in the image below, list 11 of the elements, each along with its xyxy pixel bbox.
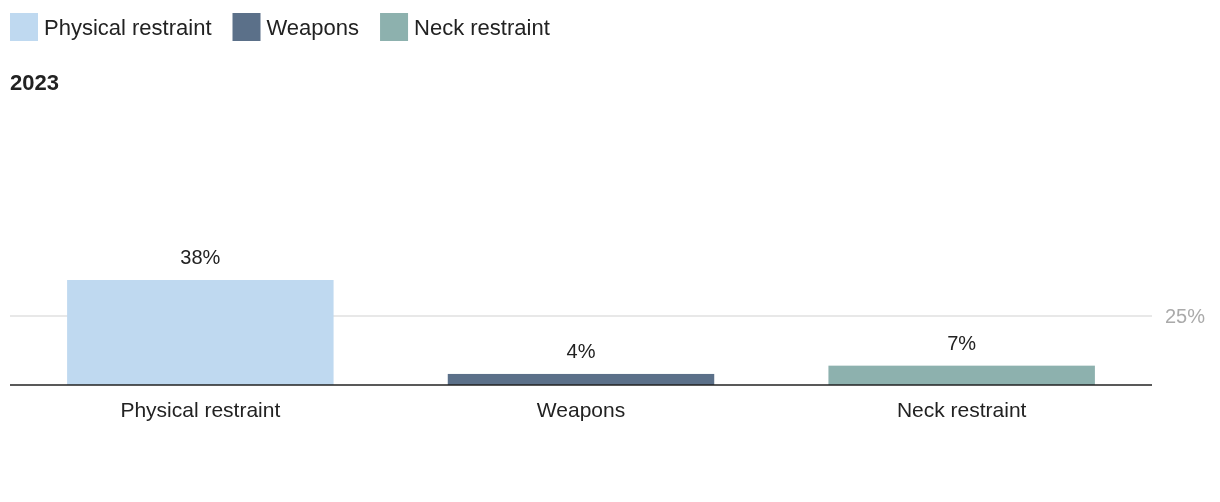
chart-title: 2023 bbox=[10, 70, 59, 95]
data-label: 4% bbox=[566, 339, 596, 362]
x-tick-label: Neck restraint bbox=[896, 398, 1027, 421]
x-tick-label: Physical restraint bbox=[120, 398, 281, 421]
legend-label: Physical restraint bbox=[44, 15, 212, 40]
legend-label: Neck restraint bbox=[414, 15, 550, 40]
data-label: 38% bbox=[180, 246, 221, 268]
legend-label: Weapons bbox=[266, 15, 360, 40]
data-label: 7% bbox=[947, 331, 977, 354]
x-tick-label: Weapons bbox=[536, 398, 626, 421]
ref-line-label: 25% bbox=[1164, 304, 1206, 327]
